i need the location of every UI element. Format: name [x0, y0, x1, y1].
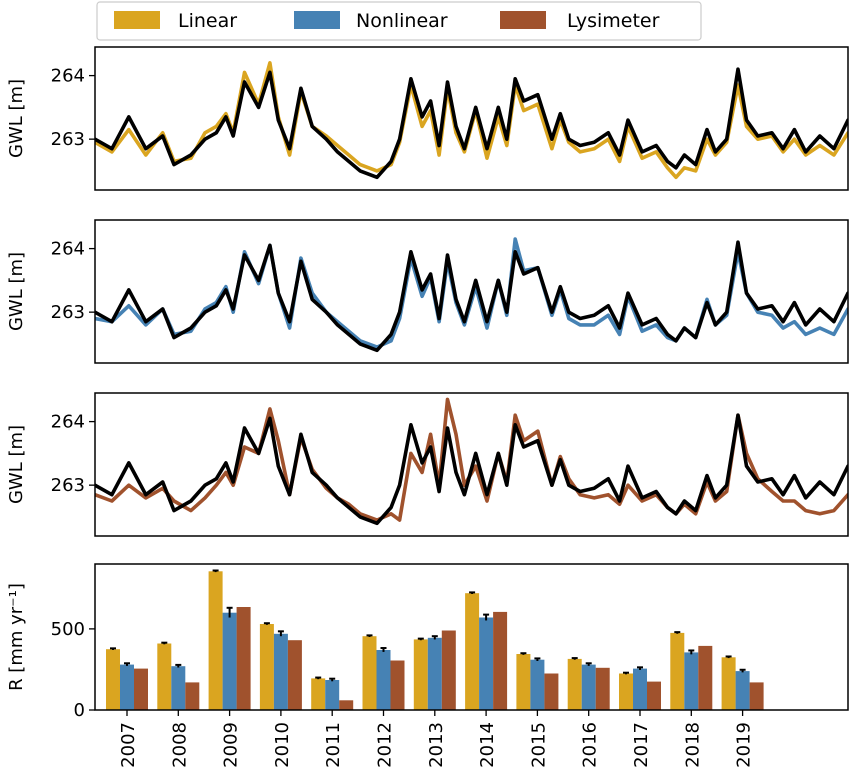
y-tick-label: 263 — [51, 302, 85, 323]
bar-linear-2019 — [721, 657, 736, 710]
bar-lysimeter-2015 — [544, 673, 559, 710]
bar-linear-2013 — [413, 639, 428, 710]
legend-swatch-nonlinear — [294, 11, 340, 29]
bar-lysimeter-2009 — [236, 607, 251, 710]
y-axis-ticks: 0 500 — [51, 619, 95, 721]
bar-nonlinear-2011 — [325, 680, 340, 710]
legend-label-linear: Linear — [178, 10, 237, 32]
x-tick-label: 2014 — [477, 722, 498, 768]
y-axis-label: GWL [m] — [6, 425, 27, 504]
x-tick-label: 2018 — [682, 722, 703, 768]
bar-lysimeter-2012 — [390, 660, 405, 710]
x-tick-label: 2013 — [426, 722, 447, 768]
x-tick-label: 2007 — [118, 722, 139, 768]
plot-area — [95, 397, 848, 526]
gwl-panel-nonlinear: 263 264 GWL [m] — [6, 219, 849, 364]
legend-label-lysimeter: Lysimeter — [567, 10, 660, 32]
bar-nonlinear-2018 — [684, 652, 699, 710]
x-tick-label: 2017 — [631, 722, 652, 768]
legend-swatch-linear — [114, 11, 160, 29]
bar-linear-2015 — [516, 654, 531, 710]
bar-nonlinear-2007 — [120, 664, 134, 710]
bar-linear-2011 — [311, 678, 326, 710]
bar-nonlinear-2019 — [735, 671, 750, 710]
x-tick-label: 2011 — [323, 722, 344, 768]
x-tick-label: 2015 — [528, 722, 549, 768]
axis-frame — [94, 563, 849, 711]
axis-frame — [94, 46, 849, 191]
legend-swatch-lysimeter — [500, 11, 546, 29]
bar-lysimeter-2018 — [698, 645, 713, 710]
bar-linear-2008 — [157, 643, 172, 710]
bar-nonlinear-2015 — [530, 659, 545, 710]
observed-line — [95, 240, 848, 353]
bar-linear-2017 — [619, 673, 633, 710]
bar-linear-2012 — [362, 636, 377, 710]
axis-frame — [94, 392, 849, 537]
bar-lysimeter-2010 — [287, 640, 302, 710]
bar-lysimeter-2008 — [185, 682, 200, 710]
x-tick-label: 2009 — [221, 722, 242, 768]
y-tick-label: 264 — [51, 239, 85, 260]
axis-frame — [94, 219, 849, 364]
bar-nonlinear-2010 — [273, 633, 288, 710]
x-tick-label: 2012 — [375, 722, 396, 768]
x-tick-label: 2010 — [272, 722, 293, 768]
bar-lysimeter-2013 — [441, 630, 456, 710]
legend-label-nonlinear: Nonlinear — [356, 10, 448, 32]
bar-nonlinear-2008 — [171, 666, 186, 710]
plot-area — [95, 61, 848, 180]
bar-linear-2010 — [259, 624, 274, 710]
x-tick-label: 2016 — [580, 722, 601, 768]
recharge-bar-panel: 0 500 2007 2008 2009 2010 2011 2012 2013 2014 201… — [6, 563, 849, 768]
bar-linear-2009 — [208, 571, 223, 710]
bar-nonlinear-2016 — [581, 664, 596, 710]
y-axis-ticks: 263 264 — [51, 239, 95, 323]
bar-lysimeter-2014 — [493, 611, 508, 710]
bar-linear-2018 — [670, 632, 685, 710]
gwl-panel-linear: 263 264 GWL [m] — [6, 46, 849, 191]
observed-line — [95, 413, 848, 526]
bar-lysimeter-2007 — [134, 668, 148, 710]
gwl-panel-lysimeter: 263 264 GWL [m] — [6, 392, 849, 537]
plot-area — [95, 237, 848, 353]
bar-nonlinear-2014 — [479, 617, 494, 710]
x-axis-ticks: 2007 2008 2009 2010 2011 2012 2013 2014 2015 2016… — [118, 710, 755, 768]
y-tick-label: 263 — [51, 475, 85, 496]
y-axis-ticks: 263 264 — [51, 412, 95, 496]
y-axis-label: GWL [m] — [6, 79, 27, 158]
plot-area — [106, 569, 764, 710]
bar-nonlinear-2009 — [222, 612, 237, 710]
bar-lysimeter-2017 — [647, 681, 661, 710]
series-line-lysimeter — [95, 397, 848, 522]
bar-linear-2016 — [567, 658, 582, 710]
bar-lysimeter-2011 — [339, 700, 354, 710]
x-tick-label: 2008 — [169, 722, 190, 768]
y-axis-label: R [mm yr⁻¹] — [6, 583, 27, 691]
bar-linear-2007 — [106, 649, 120, 710]
bar-lysimeter-2019 — [749, 682, 764, 710]
y-axis-label: GWL [m] — [6, 252, 27, 331]
y-tick-label: 264 — [51, 66, 85, 87]
y-axis-ticks: 263 264 — [51, 66, 95, 150]
bar-lysimeter-2016 — [595, 667, 610, 710]
y-tick-label: 264 — [51, 412, 85, 433]
x-tick-label: 2019 — [734, 722, 755, 768]
legend: Linear Nonlinear Lysimeter — [96, 1, 702, 41]
observed-line — [95, 67, 848, 180]
bar-nonlinear-2012 — [376, 650, 391, 710]
bar-linear-2014 — [465, 593, 480, 710]
bar-nonlinear-2017 — [633, 668, 647, 710]
bar-nonlinear-2013 — [427, 637, 442, 710]
y-tick-label: 0 — [74, 700, 85, 721]
y-tick-label: 263 — [51, 129, 85, 150]
y-tick-label: 500 — [51, 619, 85, 640]
legend-box — [96, 1, 702, 41]
